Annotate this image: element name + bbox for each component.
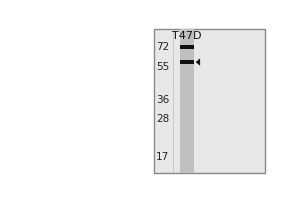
FancyBboxPatch shape bbox=[154, 29, 266, 173]
Text: 28: 28 bbox=[156, 114, 169, 124]
FancyBboxPatch shape bbox=[180, 29, 194, 173]
Text: T47D: T47D bbox=[172, 31, 202, 41]
Text: 36: 36 bbox=[156, 95, 169, 105]
Bar bbox=[180, 45, 194, 49]
Polygon shape bbox=[196, 58, 200, 66]
Text: 55: 55 bbox=[156, 62, 169, 72]
Bar bbox=[180, 60, 194, 64]
Text: 17: 17 bbox=[156, 152, 169, 162]
Text: 72: 72 bbox=[156, 42, 169, 52]
